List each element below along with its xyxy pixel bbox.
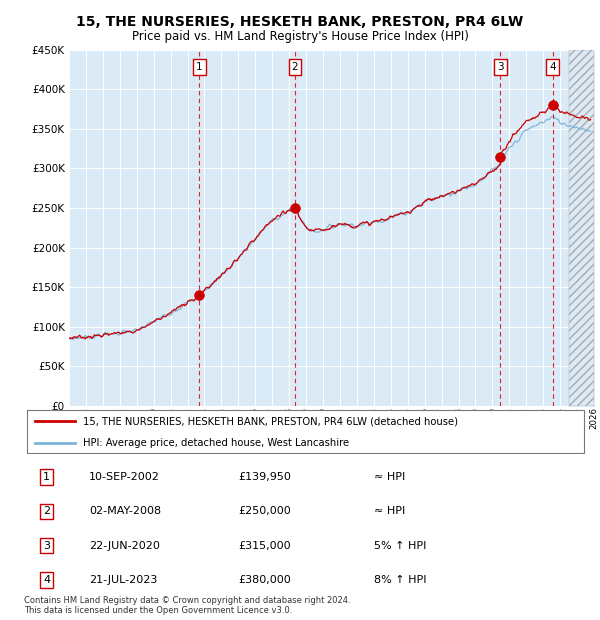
Text: 8% ↑ HPI: 8% ↑ HPI	[374, 575, 426, 585]
Text: £380,000: £380,000	[238, 575, 291, 585]
Text: 5% ↑ HPI: 5% ↑ HPI	[374, 541, 426, 551]
Text: 2: 2	[292, 62, 298, 72]
Text: 3: 3	[497, 62, 503, 72]
Text: 21-JUL-2023: 21-JUL-2023	[89, 575, 157, 585]
Text: Contains HM Land Registry data © Crown copyright and database right 2024.
This d: Contains HM Land Registry data © Crown c…	[24, 596, 350, 615]
Text: 15, THE NURSERIES, HESKETH BANK, PRESTON, PR4 6LW (detached house): 15, THE NURSERIES, HESKETH BANK, PRESTON…	[83, 416, 458, 427]
Text: £315,000: £315,000	[238, 541, 291, 551]
Text: 1: 1	[43, 472, 50, 482]
Text: 4: 4	[549, 62, 556, 72]
Text: 4: 4	[43, 575, 50, 585]
Text: ≈ HPI: ≈ HPI	[374, 507, 405, 516]
Text: 10-SEP-2002: 10-SEP-2002	[89, 472, 160, 482]
Text: 22-JUN-2020: 22-JUN-2020	[89, 541, 160, 551]
FancyBboxPatch shape	[27, 410, 584, 453]
Text: HPI: Average price, detached house, West Lancashire: HPI: Average price, detached house, West…	[83, 438, 349, 448]
Text: 02-MAY-2008: 02-MAY-2008	[89, 507, 161, 516]
Text: 3: 3	[43, 541, 50, 551]
Text: 1: 1	[196, 62, 203, 72]
Text: 2: 2	[43, 507, 50, 516]
Text: Price paid vs. HM Land Registry's House Price Index (HPI): Price paid vs. HM Land Registry's House …	[131, 30, 469, 43]
Text: £139,950: £139,950	[238, 472, 291, 482]
Text: £250,000: £250,000	[238, 507, 291, 516]
Text: ≈ HPI: ≈ HPI	[374, 472, 405, 482]
Text: 15, THE NURSERIES, HESKETH BANK, PRESTON, PR4 6LW: 15, THE NURSERIES, HESKETH BANK, PRESTON…	[76, 15, 524, 29]
